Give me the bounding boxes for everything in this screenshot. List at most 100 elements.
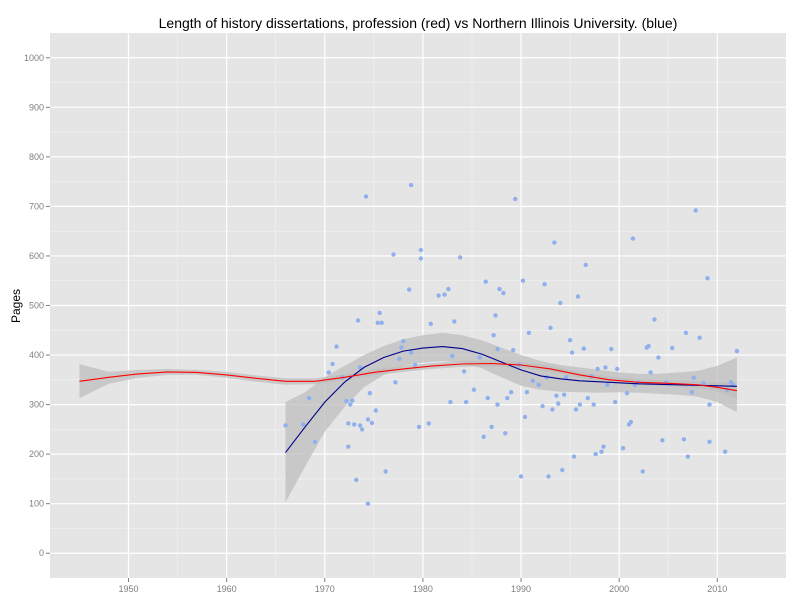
y-tick-label: 300 [29,400,44,410]
data-point [407,287,412,292]
data-point [489,424,494,430]
data-point [481,434,486,439]
niu-confidence-band [285,332,737,503]
data-point [367,391,373,396]
data-point [493,313,498,318]
data-point [399,345,404,350]
data-point [397,356,402,362]
data-point [583,262,588,268]
data-points [283,182,740,506]
data-point [452,319,457,324]
niu-smooth-line [285,346,737,453]
data-point [442,292,447,297]
data-point [357,365,363,370]
profession-smooth-line [79,362,737,392]
data-point [412,362,418,368]
data-point [365,501,371,506]
x-tick-label: 2010 [707,584,727,594]
data-point [330,361,335,367]
data-point [540,403,545,409]
y-tick-label: 200 [29,449,44,459]
data-point [603,365,608,370]
data-point [683,330,689,335]
data-point [365,417,371,422]
data-point [624,391,630,396]
data-point [697,335,702,340]
data-point [450,353,455,359]
data-point [564,375,569,380]
data-point [575,294,581,299]
data-point [355,318,361,323]
data-point [630,236,636,241]
data-point [495,402,500,407]
x-tick-label: 1960 [217,584,237,594]
data-point [418,256,424,261]
data-point [522,414,528,420]
data-point [605,382,610,387]
data-point [707,402,712,407]
data-point [379,320,384,325]
data-point [491,333,496,338]
data-point [463,399,469,405]
x-tick-label: 1950 [118,584,138,594]
data-point [601,444,606,449]
data-point [408,182,414,188]
data-point [393,380,398,385]
data-point [346,421,351,426]
data-point [577,402,583,407]
y-axis-label: Pages [9,289,23,323]
data-point [689,390,694,395]
data-point [660,438,665,443]
y-tick-label: 600 [29,251,44,261]
y-tick-label: 500 [29,301,44,311]
data-point [350,398,355,403]
data-point [446,286,451,292]
data-point [485,395,490,401]
data-point [448,399,453,405]
data-point [546,474,551,479]
data-point [354,477,359,483]
y-tick-label: 400 [29,350,44,360]
data-point [562,392,567,397]
data-point [383,469,388,474]
data-point [652,317,657,322]
data-point [595,366,600,372]
x-tick-label: 2000 [609,584,629,594]
data-point [664,380,669,385]
data-point [615,366,620,372]
data-point [509,390,514,395]
grid-lines [50,33,786,578]
data-point [573,407,579,412]
data-point [497,286,502,292]
y-tick-label: 700 [29,201,44,211]
data-point [656,355,661,360]
data-point [426,421,431,426]
data-point [530,378,535,383]
x-tick-label: 1970 [315,584,335,594]
data-point [375,320,380,325]
data-point [501,290,506,296]
data-point [691,375,696,380]
data-point [416,424,422,430]
data-point [560,467,565,473]
data-point [513,196,518,202]
data-point [348,402,353,407]
data-point [569,350,575,355]
data-point [707,439,712,444]
data-point [620,446,626,451]
data-point [526,330,532,335]
data-point [609,346,614,352]
data-point [428,321,433,326]
data-point [373,408,378,413]
data-point [542,282,547,287]
data-point [436,293,441,298]
x-tick-label: 1980 [413,584,433,594]
data-point [377,310,382,316]
data-point [283,423,288,428]
data-point [599,449,604,454]
data-point [723,449,728,454]
data-point [401,339,406,344]
data-point [648,370,653,375]
y-tick-label: 800 [29,152,44,162]
